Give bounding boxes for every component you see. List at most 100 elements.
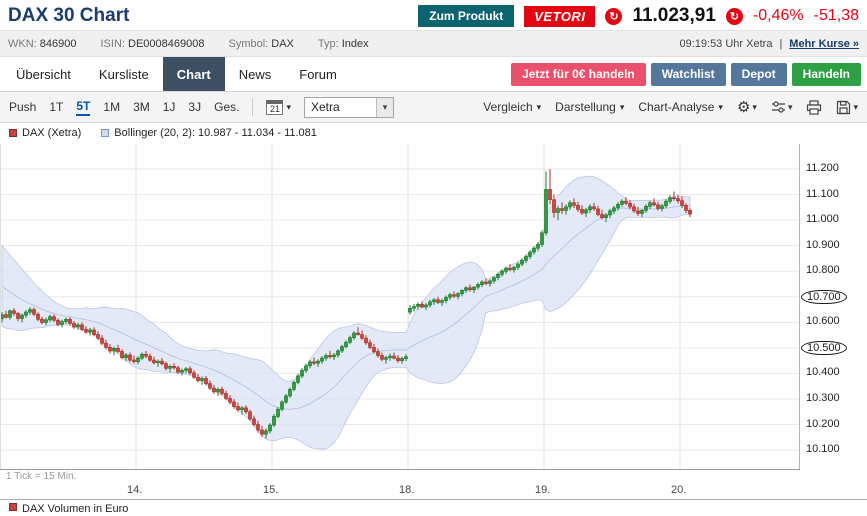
meta-wkn: WKN: 846900 (8, 38, 77, 50)
meta-isin: ISIN: DE0008469008 (101, 38, 205, 50)
y-axis-label: 10.100 (806, 443, 840, 456)
bollinger-band (1, 175, 691, 450)
menu-vergleich[interactable]: Vergleich ▾ (483, 100, 541, 114)
chart-toolbar-right: Vergleich ▾ Darstellung ▾ Chart-Analyse ▾ ⚙ ▾… (483, 100, 858, 115)
meta-label: Symbol: (228, 37, 272, 50)
tab-uebersicht[interactable]: Übersicht (16, 66, 71, 82)
chart-tools-button[interactable]: ▾ (771, 100, 792, 114)
change-percent: -0,46% (752, 7, 804, 24)
chart-menus: Vergleich ▾ Darstellung ▾ Chart-Analyse ▾ (483, 100, 723, 114)
bollinger-midline (1, 205, 691, 410)
y-axis-label: 10.700 (801, 289, 847, 304)
handeln-button[interactable]: Handeln (791, 62, 861, 86)
legend-dax: DAX (Xetra) (9, 127, 81, 139)
y-axis-label: 11.100 (806, 187, 839, 200)
period-3j[interactable]: 3J (188, 100, 202, 114)
change-absolute: -51,38 (813, 7, 859, 24)
y-axis-label: 10.300 (806, 391, 840, 404)
nav-tabs: Übersicht Kursliste Chart News Forum (0, 57, 351, 91)
page-title: DAX 30 Chart (8, 5, 130, 26)
dax-series-swatch (9, 128, 17, 137)
calendar-icon: 21 (266, 99, 284, 115)
exchange-select[interactable]: Xetra ▾ (303, 96, 394, 118)
period-1m[interactable]: 1M (103, 100, 121, 114)
volume-legend-label: DAX Volumen in Euro (22, 503, 129, 515)
exchange-select-value: Xetra (310, 100, 340, 114)
legend-bollinger: Bollinger (20, 2): 10.987 - 11.034 - 11.… (101, 127, 317, 139)
chevron-down-icon: ▾ (375, 97, 393, 117)
y-axis-label: 10.900 (806, 238, 840, 251)
chart-toolbar: Push 1T 5T 1M 3M 1J 3J Ges. 21 ▾ Xetra ▾ Vergle… (0, 92, 867, 123)
legend-bollinger-label: Bollinger (20, 2): 10.987 - 11.034 - 11.… (114, 126, 317, 139)
period-3m[interactable]: 3M (133, 100, 150, 114)
period-1t[interactable]: 1T (49, 100, 64, 114)
chevron-down-icon: ▾ (286, 101, 291, 112)
refresh-icon[interactable]: ↻ (605, 7, 623, 25)
menu-darstellung[interactable]: Darstellung ▾ (555, 100, 624, 114)
depot-button[interactable]: Depot (730, 62, 787, 86)
meta-label: Typ: (317, 37, 342, 50)
menu-chart-analyse[interactable]: Chart-Analyse ▾ (638, 100, 723, 114)
tab-chart[interactable]: Chart (162, 57, 225, 91)
quote-time: 09:19:53 Uhr Xetra (679, 37, 773, 50)
menu-label: Vergleich (483, 100, 533, 114)
chevron-down-icon: ▾ (536, 101, 542, 112)
chevron-down-icon: ▾ (619, 101, 625, 112)
period-1j[interactable]: 1J (162, 100, 176, 114)
x-axis-label: 20. (671, 484, 687, 496)
header-bar: DAX 30 Chart Zum Produkt VETORI ↻ 11.023… (0, 0, 867, 30)
volume-series-swatch (9, 503, 17, 511)
circle-annotation: 10.500 (801, 340, 847, 355)
meta-value: DE0008469008 (128, 37, 205, 50)
x-axis-label: 19. (535, 484, 551, 496)
nav-action-buttons: Jetzt für 0€ handeln Watchlist Depot Handel… (511, 57, 867, 91)
meta-value: DAX (271, 37, 294, 50)
y-axis-label: 11.200 (806, 162, 839, 175)
mehr-kurse-link[interactable]: Mehr Kurse » (789, 37, 859, 50)
chart-settings-button[interactable]: ⚙ ▾ (737, 100, 757, 115)
volume-legend: DAX Volumen in Euro (0, 500, 867, 516)
chart-legend: DAX (Xetra) Bollinger (20, 2): 10.987 - … (0, 123, 867, 142)
separator: | (779, 37, 783, 50)
period-push[interactable]: Push (9, 100, 37, 114)
meta-label: ISIN: (100, 37, 129, 50)
quote-header: Zum Produkt VETORI ↻ 11.023,91 ↻ -0,46% … (418, 5, 859, 27)
y-axis-label: 11.000 (806, 213, 839, 226)
y-axis-label: 10.600 (806, 315, 840, 328)
broker-logo[interactable]: VETORI (524, 5, 596, 27)
menu-label: Chart-Analyse (638, 100, 715, 114)
meta-label: WKN: (8, 37, 40, 50)
y-axis-label: 10.500 (801, 340, 847, 355)
sliders-icon (771, 101, 785, 113)
instrument-identifiers: WKN: 846900 ISIN: DE0008469008 Symbol: DAX… (8, 38, 369, 50)
meta-typ: Typ: Index (318, 38, 369, 50)
tab-kursliste[interactable]: Kursliste (98, 66, 149, 82)
calendar-picker[interactable]: 21 ▾ (266, 99, 291, 115)
jetzt-handeln-button[interactable]: Jetzt für 0€ handeln (511, 62, 646, 86)
period-ges[interactable]: Ges. (214, 100, 240, 114)
floppy-disk-icon (837, 100, 851, 114)
menu-label: Darstellung (555, 100, 616, 114)
tab-news[interactable]: News (238, 66, 272, 82)
period-selector: Push 1T 5T 1M 3M 1J 3J Ges. (9, 99, 239, 116)
save-chart-button[interactable]: ▾ (836, 100, 858, 115)
x-axis-label: 14. (127, 484, 143, 496)
tab-forum[interactable]: Forum (299, 66, 337, 82)
y-axis-label: 10.400 (806, 366, 840, 379)
legend-dax-label: DAX (Xetra) (22, 126, 82, 139)
bollinger-series-swatch (101, 128, 110, 137)
zum-produkt-button[interactable]: Zum Produkt (418, 5, 515, 27)
print-button[interactable] (806, 99, 822, 115)
realtime-push-icon[interactable]: ↻ (725, 7, 743, 25)
meta-symbol: Symbol: DAX (228, 38, 293, 50)
chart-toolbar-left: Push 1T 5T 1M 3M 1J 3J Ges. 21 ▾ Xetra ▾ (9, 96, 394, 118)
chevron-down-icon: ▾ (853, 101, 858, 112)
period-5t[interactable]: 5T (76, 99, 91, 116)
price-chart[interactable] (0, 144, 800, 470)
y-axis-label: 10.800 (806, 264, 840, 277)
gear-icon: ⚙ (736, 98, 751, 116)
printer-icon (807, 99, 822, 115)
chevron-down-icon: ▾ (718, 101, 723, 112)
watchlist-button[interactable]: Watchlist (650, 62, 726, 86)
